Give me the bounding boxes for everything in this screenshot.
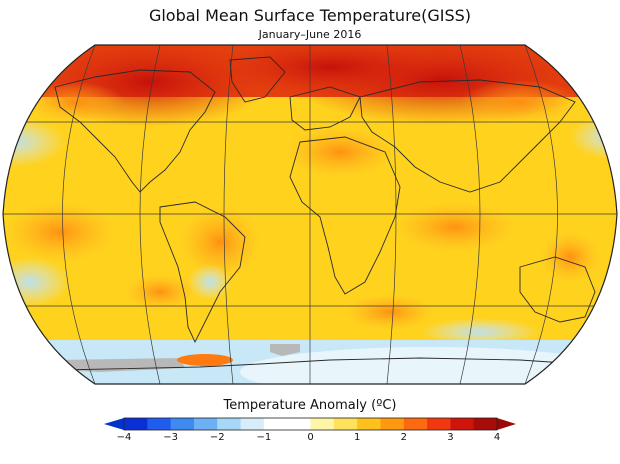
- colorbar-cell: [124, 418, 148, 430]
- asia-outline: [359, 79, 576, 193]
- colorbar-cell: [263, 418, 288, 430]
- africa-outline: [289, 136, 401, 295]
- colorbar-cell: [287, 418, 311, 430]
- colorbar-tick-label: −4: [116, 432, 132, 443]
- colorbar-cell: [193, 418, 218, 430]
- colorbar-tick-label: 1: [353, 432, 361, 443]
- colorbar-cells: [124, 418, 498, 430]
- map-title: Global Mean Surface Temperature(GISS): [148, 6, 472, 25]
- colorbar-cell: [217, 418, 242, 430]
- colorbar-tick-label: 0: [307, 432, 314, 443]
- map-subtitle: January–June 2016: [258, 28, 362, 41]
- colorbar: [104, 417, 516, 431]
- colorbar-cell: [357, 418, 381, 430]
- colorbar-under-arrow: [104, 418, 124, 430]
- colorbar-cell: [427, 418, 451, 430]
- greenland-outline: [229, 56, 286, 103]
- north-america-outline: [54, 69, 216, 193]
- colorbar-tick-label: −3: [163, 432, 178, 443]
- colorbar-cell: [333, 418, 358, 430]
- colorbar-cell: [473, 418, 498, 430]
- colorbar-tick-label: −2: [209, 432, 225, 443]
- colorbar-cell: [450, 418, 475, 430]
- globe-border: [2, 44, 618, 385]
- colorbar-cell: [380, 418, 405, 430]
- temperature-anomaly-map: [2, 44, 618, 385]
- europe-outline: [289, 86, 361, 131]
- colorbar-tick-label: 3: [447, 432, 454, 443]
- australia-outline: [519, 256, 596, 323]
- colorbar-label: Temperature Anomaly (ºC): [223, 398, 397, 413]
- colorbar-cell: [403, 418, 428, 430]
- colorbar-cell: [240, 418, 265, 430]
- colorbar-tick-label: 2: [400, 432, 407, 443]
- colorbar-cell: [310, 418, 335, 430]
- colorbar-cell: [170, 418, 195, 430]
- colorbar-cell: [147, 418, 172, 430]
- colorbar-over-arrow: [497, 418, 516, 430]
- colorbar-tick-label: 4: [493, 432, 501, 443]
- south-america-outline: [159, 201, 246, 344]
- colorbar-tick-label: −1: [256, 432, 272, 443]
- colorbar-frame: [123, 417, 498, 431]
- graticule: [3, 45, 617, 384]
